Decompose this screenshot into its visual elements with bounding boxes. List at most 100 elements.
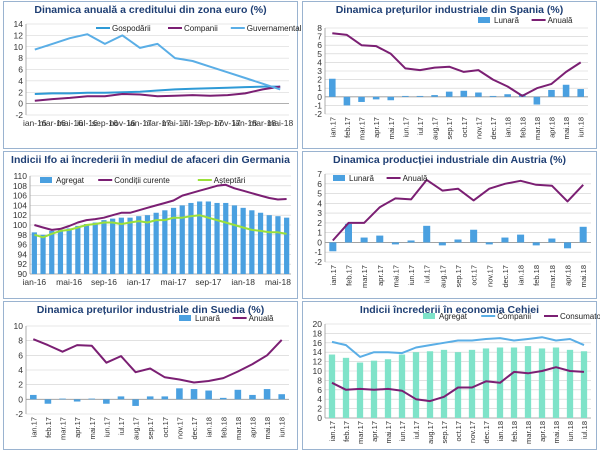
- legend-swatch-lunara: [179, 315, 191, 321]
- y-tick-label: -2: [15, 409, 23, 419]
- y-tick-label: 3: [317, 208, 322, 218]
- bar-agregat: [454, 352, 462, 418]
- legend-label-lunara: Lunară: [195, 314, 220, 323]
- legend-label-asteptari: Așteptări: [214, 176, 246, 185]
- bar-lunara: [579, 226, 587, 243]
- y-tick-label: 1: [317, 83, 322, 93]
- bar-lunara: [343, 96, 351, 106]
- bar-agregat: [328, 354, 336, 418]
- x-tick-label: mar-16: [39, 118, 66, 128]
- bar-lunara: [460, 90, 468, 97]
- x-tick-label: iun.17: [102, 417, 111, 437]
- bar-lunara: [146, 396, 154, 400]
- bar-agregat: [223, 202, 229, 274]
- y-tick-label: -1: [314, 247, 322, 257]
- bar-agregat: [66, 228, 72, 274]
- y-tick-label: 6: [18, 65, 23, 75]
- y-tick-label: 110: [13, 171, 27, 181]
- legend-label-agregat: Agregat: [56, 176, 85, 185]
- y-tick-label: 16: [313, 338, 323, 348]
- x-tick-label: iun.18: [278, 417, 287, 437]
- x-tick-label: mar.18: [533, 117, 542, 140]
- legend-label-lunara: Lunară: [494, 16, 519, 25]
- x-tick-label: nov-17: [215, 118, 241, 128]
- legend-swatch-lunara: [333, 175, 345, 181]
- x-tick-label: sep.17: [440, 421, 449, 444]
- y-tick-label: 4: [18, 76, 23, 86]
- bar-lunara: [103, 399, 110, 404]
- bar-agregat: [426, 351, 434, 418]
- bar-lunara: [438, 242, 446, 246]
- y-tick-label: 92: [18, 259, 28, 269]
- bar-lunara: [117, 396, 125, 400]
- legend-label-lunara: Lunară: [349, 174, 374, 183]
- y-tick-label: 104: [13, 200, 27, 210]
- bar-agregat: [57, 229, 64, 274]
- bar-agregat: [101, 220, 107, 274]
- bar-agregat: [136, 216, 142, 274]
- y-tick-label: 108: [13, 181, 27, 191]
- y-tick-label: 4: [317, 394, 322, 404]
- chart-title: Dinamica producției industriale din Aust…: [333, 154, 566, 166]
- x-tick-label: dec.17: [489, 117, 498, 140]
- legend-swatch-agregat: [40, 177, 52, 183]
- bar-lunara: [278, 394, 285, 400]
- legend-label-anuala: Anuală: [249, 314, 274, 323]
- bar-lunara: [577, 89, 584, 97]
- x-tick-label: ian-17: [127, 277, 151, 287]
- y-tick-label: 0: [18, 99, 23, 109]
- bar-lunara: [59, 398, 66, 400]
- y-tick-label: 6: [18, 350, 23, 360]
- x-tick-label: mai-16: [56, 277, 82, 287]
- x-tick-label: nov.17: [468, 421, 477, 443]
- bar-lunara: [423, 225, 431, 243]
- y-tick-label: 100: [13, 220, 27, 230]
- line-anuala: [32, 338, 283, 384]
- bar-agregat: [144, 215, 151, 274]
- x-tick-label: mar.18: [548, 265, 557, 288]
- bar-agregat: [468, 349, 476, 418]
- y-tick-label: 10: [313, 366, 323, 376]
- y-tick-label: 20: [313, 319, 323, 329]
- chart-title: Dinamica prețurilor industriale din Sued…: [36, 304, 265, 316]
- y-tick-label: 8: [317, 375, 322, 385]
- bar-lunara: [517, 234, 525, 243]
- bar-agregat: [110, 218, 116, 274]
- bar-lunara: [470, 229, 478, 243]
- x-tick-label: feb.17: [44, 417, 53, 438]
- bar-agregat: [249, 210, 255, 274]
- y-tick-label: 10: [14, 321, 24, 331]
- bar-agregat: [179, 205, 185, 274]
- x-tick-label: iul.18: [580, 421, 589, 439]
- bar-lunara: [445, 91, 453, 97]
- bar-agregat: [482, 348, 490, 418]
- x-tick-label: nov-16: [109, 118, 135, 128]
- bar-lunara: [205, 390, 212, 400]
- bar-lunara: [88, 398, 96, 400]
- x-tick-label: mai.18: [562, 117, 571, 140]
- y-tick-label: -2: [314, 109, 322, 119]
- y-tick-label: 8: [317, 23, 322, 33]
- x-tick-label: iun.18: [566, 421, 575, 441]
- bar-lunara: [329, 242, 337, 252]
- bar-agregat: [266, 215, 272, 274]
- y-tick-label: 10: [14, 42, 24, 52]
- x-tick-label: apr.17: [73, 417, 82, 438]
- bar-agregat: [440, 349, 448, 418]
- y-tick-label: 0: [317, 413, 322, 423]
- x-tick-label: aug.17: [438, 265, 447, 288]
- y-tick-label: 0: [18, 394, 23, 404]
- x-tick-label: aug.17: [426, 421, 435, 444]
- bar-lunara: [407, 240, 415, 243]
- bar-lunara: [533, 96, 541, 105]
- bar-lunara: [391, 242, 399, 245]
- x-tick-label: mar-18: [249, 118, 276, 128]
- panel-spain-prices: Dinamica prețurilor industriale din Span…: [302, 1, 597, 149]
- x-tick-label: mai.18: [263, 417, 272, 440]
- x-tick-label: sep-17: [197, 118, 223, 128]
- x-tick-label: ian.17: [29, 417, 38, 437]
- x-tick-label: apr.17: [372, 117, 381, 138]
- bar-lunara: [485, 242, 493, 245]
